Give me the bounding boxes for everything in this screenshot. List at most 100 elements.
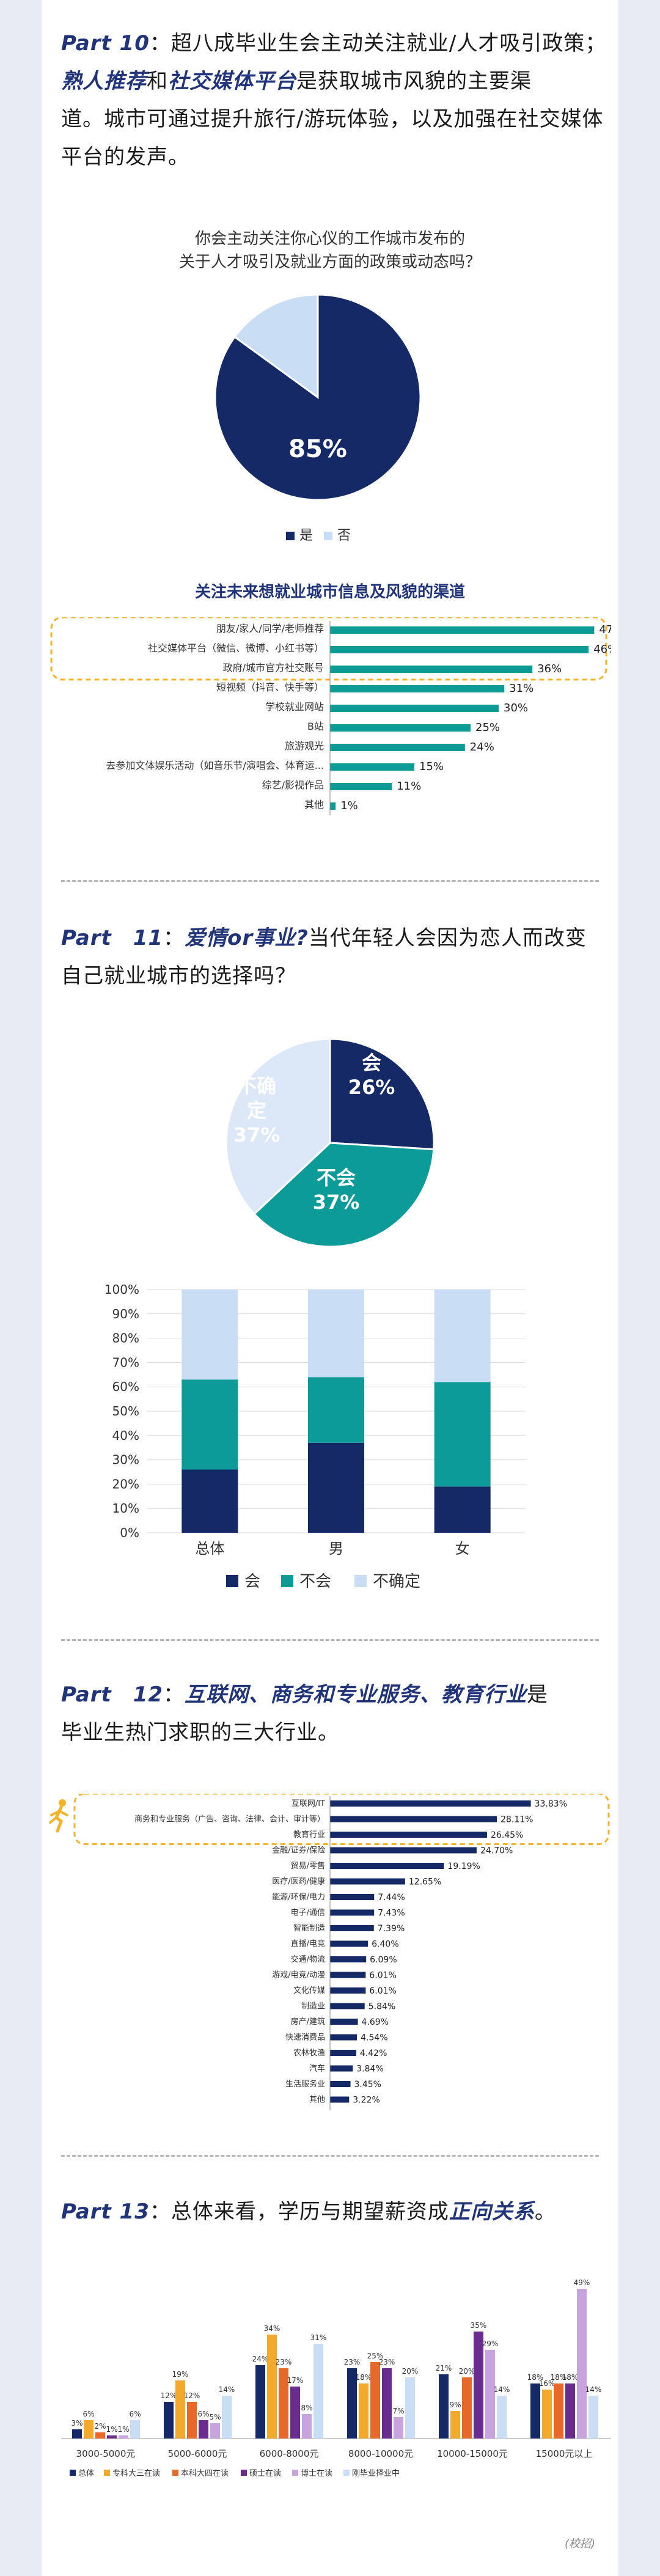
value-label: 12% — [161, 2391, 177, 2400]
category-label: 8000-10000元 — [348, 2448, 413, 2459]
category-label: 能源/环保/电力 — [272, 1893, 325, 1902]
bar — [84, 2420, 94, 2438]
value-label: 6.40% — [372, 1940, 398, 1950]
category-label: 金融/证券/保险 — [272, 1846, 325, 1855]
bar — [330, 744, 465, 751]
bar — [530, 2383, 540, 2438]
legend-label: 博士在读 — [301, 2469, 332, 2478]
part-label: Part 12 — [61, 1682, 164, 1707]
bar — [347, 2368, 357, 2438]
value-label: 12% — [184, 2391, 200, 2400]
bar — [330, 1847, 477, 1854]
bar — [554, 2383, 563, 2438]
bar — [439, 2374, 449, 2438]
bar — [330, 1972, 366, 1978]
value-label: 8% — [301, 2404, 312, 2412]
bar — [210, 2423, 220, 2438]
legend-label: 专科大三在读 — [112, 2469, 160, 2478]
value-label: 9% — [449, 2401, 461, 2409]
bar — [577, 2289, 587, 2438]
value-label: 18% — [527, 2373, 544, 2382]
headline-text: ： — [163, 1682, 185, 1707]
slice-label: 37% — [313, 1191, 360, 1214]
category-label: 男 — [329, 1540, 343, 1557]
value-label: 3.84% — [356, 2064, 383, 2074]
legend-swatch — [292, 2470, 298, 2476]
source-note: (校招) — [565, 2537, 596, 2550]
value-label: 7.39% — [378, 1924, 405, 1934]
value-label: 15% — [419, 760, 444, 773]
part-label: Part 13 — [61, 2200, 150, 2224]
legend-label: 不会 — [299, 1572, 331, 1591]
bar — [72, 2429, 82, 2438]
tick-label: 50% — [112, 1404, 139, 1418]
legend-swatch — [104, 2470, 110, 2476]
category-label: 游戏/电竞/动漫 — [272, 1970, 325, 1980]
tick-label: 100% — [105, 1282, 139, 1297]
tick-label: 70% — [112, 1355, 139, 1370]
headline-text: 是 — [527, 1682, 549, 1707]
stacked-bar-segment — [308, 1377, 364, 1443]
slice-label: 85% — [288, 435, 347, 463]
category-label: 其他 — [309, 2096, 325, 2105]
bar — [462, 2377, 472, 2438]
value-label: 21% — [436, 2364, 452, 2372]
category-label: 5000-6000元 — [168, 2448, 227, 2459]
value-label: 7.44% — [378, 1893, 405, 1903]
slice-label: 定 — [247, 1099, 266, 1122]
headline-emphasis: 互联网、商务和专业服务、教育行业 — [185, 1682, 527, 1707]
value-label: 4.69% — [362, 2017, 389, 2027]
legend-swatch — [70, 2470, 76, 2476]
section-divider — [61, 1639, 599, 1641]
category-label: 房产/建筑 — [291, 2017, 325, 2027]
category-label: 快速消费品 — [285, 2033, 325, 2042]
bar — [370, 2362, 380, 2438]
value-label: 31% — [310, 2333, 327, 2342]
bar — [130, 2420, 140, 2438]
value-label: 1% — [106, 2425, 117, 2434]
stacked-bar-segment — [434, 1486, 491, 1533]
chart-title: 关注未来想就业城市信息及风貌的渠道 — [194, 583, 465, 601]
value-label: 6.01% — [369, 1971, 396, 1981]
bar — [542, 2390, 552, 2438]
bar — [314, 2344, 323, 2438]
value-label: 46% — [593, 643, 611, 656]
graduate-runner-icon — [49, 1799, 68, 1833]
tick-label: 20% — [112, 1477, 139, 1491]
category-label: 汽车 — [309, 2064, 325, 2074]
category-label: 学校就业网站 — [265, 701, 324, 713]
value-label: 49% — [574, 2278, 590, 2287]
stacked-bar-segment — [434, 1290, 491, 1382]
value-label: 29% — [482, 2339, 499, 2348]
slice-label: 26% — [348, 1076, 395, 1099]
headline-text: 自己就业城市的选择吗？ — [61, 964, 296, 988]
value-label: 25% — [475, 721, 500, 734]
tick-label: 80% — [112, 1331, 139, 1346]
value-label: 2% — [94, 2422, 106, 2431]
bar — [164, 2402, 174, 2438]
value-label: 30% — [504, 702, 528, 714]
bar — [222, 2396, 232, 2438]
value-label: 11% — [397, 780, 421, 793]
value-label: 18% — [551, 2373, 567, 2382]
headline-emphasis: 爱情or事业? — [185, 926, 309, 950]
value-label: 23% — [276, 2358, 292, 2366]
bar — [175, 2380, 185, 2438]
legend-swatch — [226, 1575, 238, 1587]
bar — [330, 763, 414, 771]
category-label: 交通/物流 — [291, 1954, 325, 1964]
value-label: 18% — [562, 2373, 579, 2382]
legend-label: 否 — [337, 528, 351, 543]
pie-slice — [329, 1038, 435, 1151]
category-label: 教育行业 — [293, 1830, 325, 1840]
legend-label: 总体 — [78, 2469, 94, 2478]
headline-text: 平台的发声。 — [61, 145, 189, 169]
pie-chart-policy: 85% 是 否 — [214, 293, 422, 543]
bar — [330, 2034, 358, 2041]
value-label: 28.11% — [501, 1815, 533, 1825]
value-label: 14% — [585, 2385, 602, 2394]
tick-label: 30% — [112, 1453, 139, 1467]
part-label: Part 10 — [61, 31, 150, 56]
legend-swatch — [286, 532, 295, 540]
category-label: 去参加文体娱乐活动（如音乐节/演唱会、体育运... — [106, 760, 324, 771]
